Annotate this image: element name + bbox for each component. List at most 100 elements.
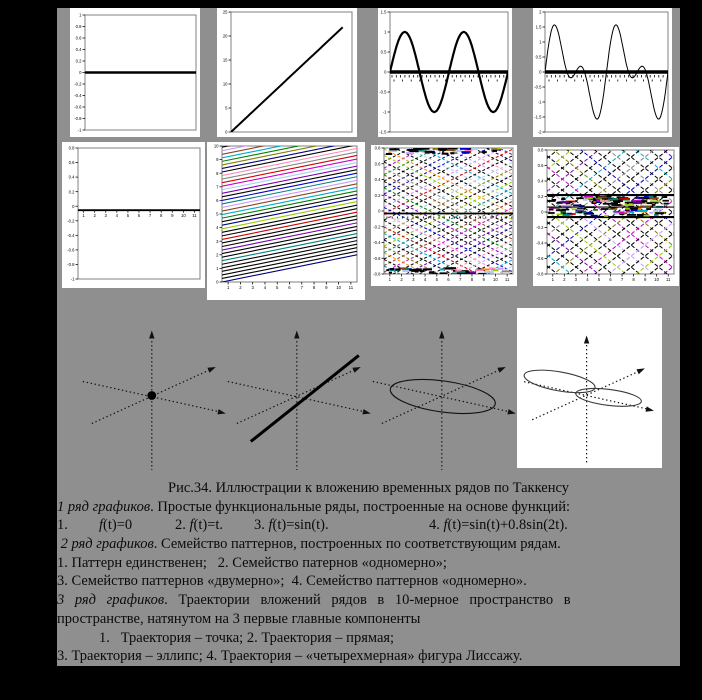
svg-text:8: 8 (160, 213, 163, 218)
svg-text:3: 3 (251, 285, 254, 290)
caption-text: . Простые функциональные ряды, построенн… (150, 498, 571, 515)
svg-text:11: 11 (505, 277, 510, 282)
svg-text:25: 25 (223, 10, 228, 15)
svg-text:1: 1 (216, 266, 219, 271)
svg-text:0.2: 0.2 (69, 189, 75, 194)
svg-text:0: 0 (539, 70, 542, 75)
svg-text:10: 10 (493, 277, 498, 282)
chart-row1-sine-series: 1.5 1 0.5 0 -0.5 -1 -1.5 (378, 8, 512, 137)
svg-text:11: 11 (666, 277, 671, 282)
svg-text:-1.5: -1.5 (379, 130, 387, 135)
caption-text: 4. f(t)=sin(t)+0.8sin(2t). (429, 517, 568, 534)
svg-text:0.4: 0.4 (375, 177, 381, 182)
svg-text:4: 4 (216, 225, 219, 230)
svg-text:2: 2 (539, 10, 542, 15)
caption-line: 3. Семейство паттернов «двумерно»; 4. Се… (57, 572, 680, 591)
svg-text:-0.8: -0.8 (536, 272, 544, 277)
svg-text:4: 4 (264, 285, 267, 290)
svg-text:0.4: 0.4 (76, 47, 82, 52)
svg-text:0.5: 0.5 (381, 50, 387, 55)
caption-text: 3 ряд графиков (57, 592, 165, 609)
svg-text:-0.6: -0.6 (536, 256, 544, 261)
caption-text: f(t)=0 (99, 517, 133, 534)
caption-line: Рис.34. Иллюстрации к вложению временных… (57, 479, 680, 498)
svg-text:9: 9 (325, 285, 328, 290)
svg-text:-0.6: -0.6 (373, 256, 381, 261)
svg-text:2: 2 (239, 285, 242, 290)
svg-text:0: 0 (79, 70, 82, 75)
chart-row2-banded-family: 0.8 0.6 0.4 0.2 0 -0.2 -0.4 -0.6 -0.8 1 2 3 4 5 6 7 8 9 10… (533, 147, 679, 286)
svg-text:3: 3 (412, 277, 415, 282)
svg-text:0.4: 0.4 (69, 175, 75, 180)
svg-text:7: 7 (621, 277, 624, 282)
svg-text:4: 4 (116, 213, 119, 218)
caption-line: пространстве, натянутом на 3 первые глав… (57, 610, 680, 629)
svg-text:0.4: 0.4 (538, 179, 544, 184)
svg-text:1: 1 (79, 13, 82, 18)
caption-line: 3 ряд графиков. Траектории вложений рядо… (57, 591, 680, 610)
svg-text:0.6: 0.6 (375, 161, 381, 166)
svg-text:10: 10 (214, 144, 219, 149)
svg-text:1: 1 (552, 277, 555, 282)
svg-text:3: 3 (575, 277, 578, 282)
svg-text:-0.2: -0.2 (67, 218, 75, 223)
svg-text:5: 5 (598, 277, 601, 282)
svg-text:0: 0 (541, 210, 544, 215)
diagram-trajectory-lissajous (517, 308, 662, 468)
svg-text:0.2: 0.2 (538, 194, 544, 199)
svg-text:0: 0 (72, 204, 75, 209)
svg-text:1: 1 (227, 285, 230, 290)
svg-text:10: 10 (654, 277, 659, 282)
chart-row1-sum-sines-series: 2 1.5 1 0.5 0 -0.5 -1 -1.5 -2 (533, 8, 672, 137)
svg-text:6: 6 (609, 277, 612, 282)
svg-text:0.5: 0.5 (536, 55, 542, 60)
svg-text:7: 7 (149, 213, 152, 218)
svg-text:5: 5 (276, 285, 279, 290)
caption-line: 2 ряд графиков. Семейство паттернов, пос… (57, 535, 680, 554)
svg-text:8: 8 (471, 277, 474, 282)
svg-text:0.2: 0.2 (375, 193, 381, 198)
svg-text:-1: -1 (538, 100, 542, 105)
svg-text:0.6: 0.6 (538, 163, 544, 168)
svg-text:-0.4: -0.4 (74, 93, 82, 98)
chart-row1-zero-series: 1 0.8 0.6 0.4 0.2 0 -0.2 -0.4 -0.6 -0.8 -1 (70, 8, 200, 137)
caption-text: 2. f(t)=t. (175, 517, 224, 534)
svg-text:-0.8: -0.8 (74, 116, 82, 121)
caption-text: 1. Паттерн единственен; 2. Семейство пат… (57, 554, 447, 571)
svg-text:1.5: 1.5 (536, 25, 542, 30)
svg-text:11: 11 (192, 213, 197, 218)
svg-text:0.8: 0.8 (76, 24, 82, 29)
svg-text:-1.5: -1.5 (534, 115, 542, 120)
svg-text:-0.5: -0.5 (379, 90, 387, 95)
svg-text:0.8: 0.8 (69, 146, 75, 151)
diagram-trajectory-point (82, 330, 226, 470)
svg-text:7: 7 (216, 184, 219, 189)
svg-text:10: 10 (223, 82, 228, 87)
svg-text:-0.6: -0.6 (67, 247, 75, 252)
svg-text:10: 10 (181, 213, 186, 218)
svg-text:5: 5 (436, 277, 439, 282)
svg-text:-2: -2 (538, 130, 542, 135)
svg-text:9: 9 (644, 277, 647, 282)
caption-line: 1. f(t)=0 2. f(t)=t. 3. f(t)=sin(t). 4. f(t)… (57, 516, 680, 535)
svg-text:10: 10 (336, 285, 341, 290)
svg-text:4: 4 (424, 277, 427, 282)
svg-text:2: 2 (216, 252, 219, 257)
svg-text:8: 8 (216, 171, 219, 176)
svg-text:0.6: 0.6 (76, 36, 82, 41)
svg-text:0: 0 (216, 280, 219, 285)
caption-text: . Семейство паттернов, построенных по со… (153, 536, 561, 553)
svg-text:-0.2: -0.2 (74, 82, 82, 87)
svg-text:5: 5 (225, 106, 228, 111)
svg-text:-0.5: -0.5 (534, 85, 542, 90)
svg-text:7: 7 (459, 277, 462, 282)
svg-text:-0.8: -0.8 (67, 262, 75, 267)
svg-text:-1: -1 (71, 277, 75, 282)
svg-text:1: 1 (384, 30, 387, 35)
caption-line: 3. Траектория – эллипс; 4. Траектория – … (57, 647, 680, 666)
caption-text: 2 ряд графиков (57, 536, 154, 553)
svg-text:2: 2 (93, 213, 96, 218)
svg-text:-1: -1 (383, 110, 387, 115)
